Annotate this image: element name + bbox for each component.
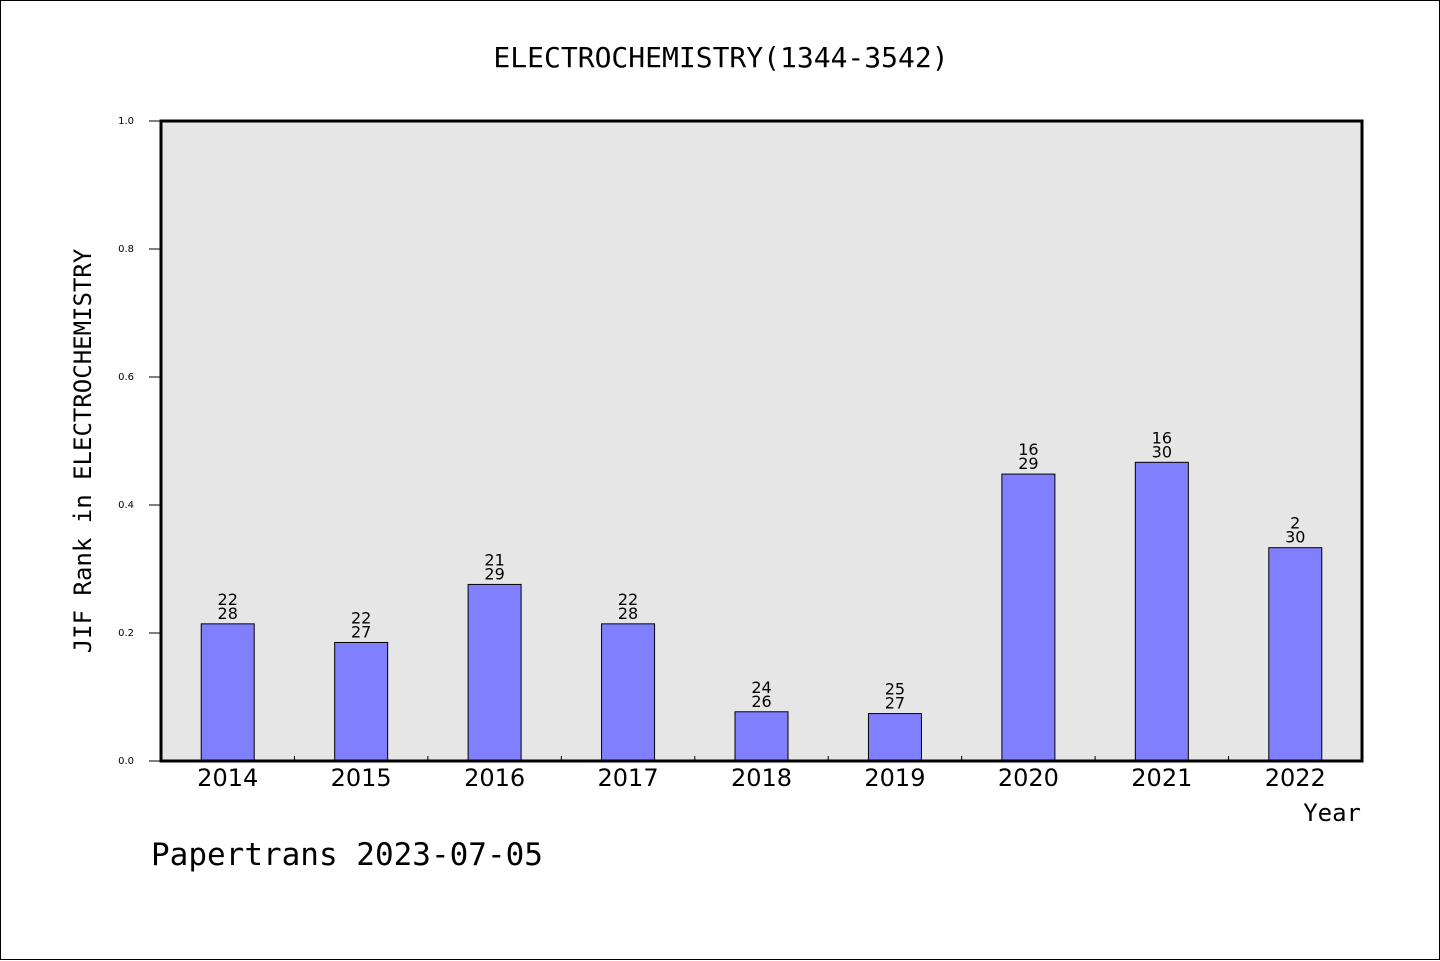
bar-rank-label: 22	[218, 590, 238, 609]
bar-total-label: 28	[218, 604, 238, 623]
x-tick-label: 2016	[464, 764, 525, 792]
bar	[334, 641, 389, 762]
bar	[734, 711, 789, 762]
y-tick-label: 0.4	[118, 500, 134, 511]
bar-rank-label: 22	[618, 590, 638, 609]
y-axis-label: JIF Rank in ELECTROCHEMISTRY	[69, 248, 97, 653]
bar-rank-label: 25	[885, 680, 905, 699]
bar-total-label: 30	[1285, 528, 1305, 547]
bar-total-label: 26	[751, 692, 771, 711]
y-tick-label: 1.0	[118, 116, 134, 127]
bar-rank-label: 2	[1290, 514, 1300, 533]
x-tick-label: 2021	[1131, 764, 1192, 792]
bar	[200, 623, 255, 762]
bar	[1268, 547, 1323, 762]
y-tick-label: 0.2	[118, 628, 134, 639]
x-tick-label: 2022	[1265, 764, 1326, 792]
bar-total-label: 29	[484, 564, 504, 583]
bar-total-label: 29	[1018, 454, 1038, 473]
x-tick-label: 2018	[731, 764, 792, 792]
bar	[867, 713, 922, 762]
x-tick-label: 2017	[598, 764, 659, 792]
bar	[601, 623, 656, 762]
bar-series	[200, 461, 1323, 762]
bar-rank-label: 16	[1018, 440, 1038, 459]
bar-total-label: 28	[618, 604, 638, 623]
y-axis: 0.0 0.2 0.4 0.6 0.8 1.0	[118, 116, 161, 767]
bar-total-label: 27	[885, 694, 905, 713]
plot-border	[159, 119, 1364, 763]
bar-rank-label: 24	[751, 678, 771, 697]
bar	[1001, 473, 1056, 762]
bar	[1134, 461, 1189, 762]
bar-rank-label: 22	[351, 608, 371, 627]
bar	[467, 583, 522, 762]
bar-total-label: 30	[1152, 442, 1172, 461]
bar-total-label: 27	[351, 622, 371, 641]
x-tick-label: 2020	[998, 764, 1059, 792]
x-tick-label: 2015	[331, 764, 392, 792]
x-tick-label: 2019	[864, 764, 925, 792]
bar-rank-label: 21	[484, 550, 504, 569]
y-tick-label: 0.6	[118, 372, 134, 383]
y-tick-label: 0.8	[118, 244, 134, 255]
chart-title: ELECTROCHEMISTRY(1344-3542)	[493, 41, 948, 74]
y-tick-label: 0.0	[118, 756, 134, 767]
x-axis: 2014 2015 2016 2017 2018 2019 2020 2021 2022	[197, 756, 1326, 792]
footer-credit: Papertrans 2023-07-05	[151, 837, 543, 873]
x-tick-label: 2014	[197, 764, 258, 792]
bar-rank-label: 16	[1152, 428, 1172, 447]
x-axis-label: Year	[1303, 799, 1361, 827]
